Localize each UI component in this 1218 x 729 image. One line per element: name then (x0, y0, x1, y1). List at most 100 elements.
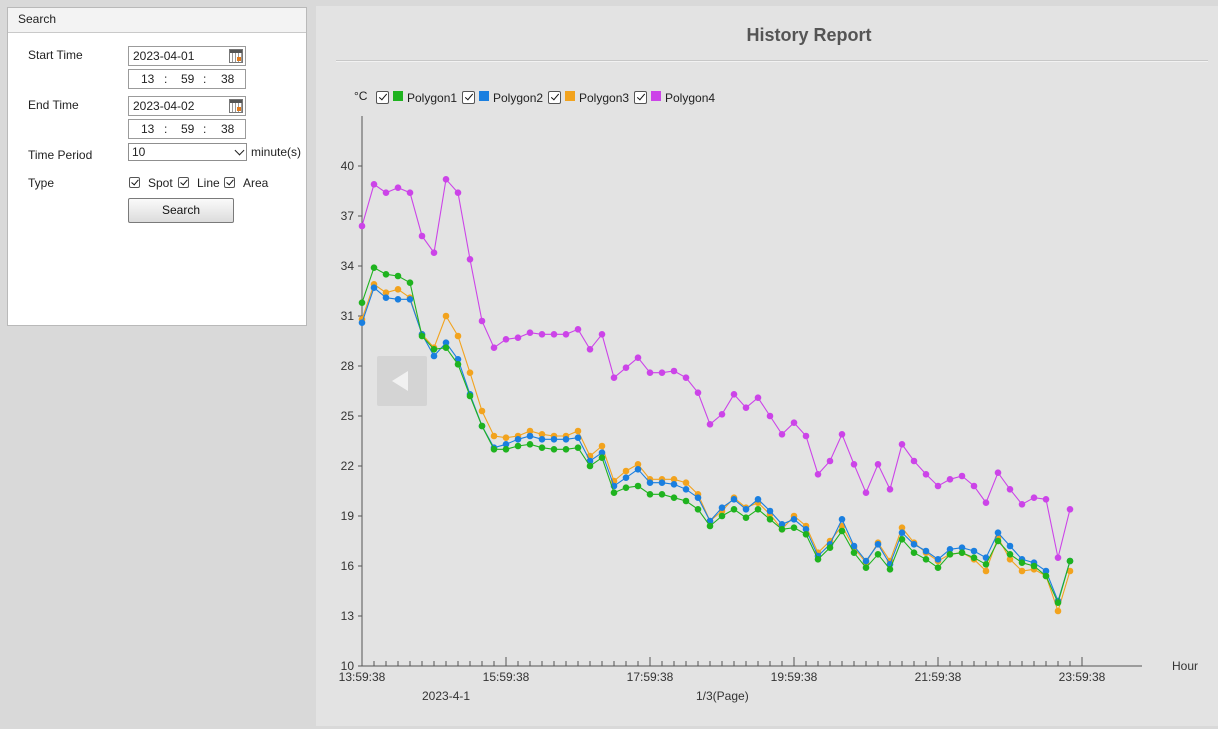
data-point (526, 427, 534, 435)
spot-checkbox[interactable] (129, 177, 140, 188)
data-point (622, 364, 630, 372)
end-date-value: 2023-04-02 (133, 99, 195, 113)
data-point (562, 331, 570, 338)
data-point (514, 442, 522, 450)
data-point (682, 479, 690, 487)
data-point (394, 286, 402, 293)
x-tick-label: 21:59:38 (915, 670, 962, 684)
data-point (1006, 542, 1014, 550)
data-point (814, 471, 822, 478)
data-point (910, 549, 918, 556)
data-point (406, 296, 414, 303)
data-point (874, 541, 882, 548)
area-checkbox[interactable] (224, 177, 235, 188)
data-point (730, 496, 738, 503)
data-point (490, 344, 498, 352)
end-second[interactable]: 38 (221, 122, 235, 136)
data-point (958, 472, 966, 480)
data-point (778, 521, 786, 528)
data-point (1030, 494, 1038, 502)
end-minute[interactable]: 59 (181, 122, 195, 136)
start-second[interactable]: 38 (221, 72, 235, 86)
data-point (874, 551, 882, 558)
data-point (442, 312, 450, 320)
data-point (778, 526, 786, 533)
polygon2-checkbox[interactable] (462, 91, 475, 104)
unit-label: °C (354, 89, 368, 103)
start-time-label: Start Time (28, 48, 83, 62)
time-separator: : (164, 72, 168, 86)
data-point (886, 486, 894, 493)
start-hour[interactable]: 13 (141, 72, 155, 86)
end-time-field[interactable]: 13 : 59 : 38 (128, 119, 246, 139)
data-point (838, 527, 846, 535)
data-point (430, 352, 438, 360)
data-point (466, 392, 474, 400)
data-point (1042, 496, 1050, 503)
data-point (574, 444, 582, 452)
data-point (538, 431, 546, 438)
start-time-field[interactable]: 13 : 59 : 38 (128, 69, 246, 89)
end-date-field[interactable]: 2023-04-02 (128, 96, 246, 116)
calendar-icon[interactable] (229, 49, 243, 63)
search-button[interactable]: Search (128, 198, 234, 223)
line-checkbox[interactable] (178, 177, 189, 188)
line-label: Line (197, 176, 220, 190)
data-point (574, 427, 582, 435)
data-point (442, 344, 450, 352)
start-date-field[interactable]: 2023-04-01 (128, 46, 246, 66)
data-point (850, 549, 858, 556)
data-point (982, 554, 990, 561)
data-point (874, 461, 882, 468)
data-point (574, 434, 582, 442)
data-point (526, 441, 534, 448)
data-point (706, 421, 714, 428)
start-minute[interactable]: 59 (181, 72, 195, 86)
type-label: Type (28, 176, 55, 190)
search-panel: Search Start Time 2023-04-01 13 : 59 : 3… (7, 7, 307, 326)
previous-page-button[interactable] (377, 356, 427, 406)
data-point (802, 526, 810, 533)
legend-label: Polygon1 (407, 91, 458, 105)
data-point (646, 479, 654, 487)
y-tick-label: 40 (341, 159, 355, 173)
time-period-label: Time Period (28, 148, 93, 162)
data-point (694, 389, 702, 397)
data-point (982, 499, 990, 507)
end-hour[interactable]: 13 (141, 122, 155, 136)
data-point (742, 506, 750, 513)
data-point (922, 547, 930, 555)
data-point (538, 444, 546, 452)
time-period-select[interactable]: 10 (128, 143, 247, 161)
data-point (970, 482, 978, 490)
polygon3-checkbox[interactable] (548, 91, 561, 104)
calendar-icon[interactable] (229, 99, 243, 113)
polygon4-checkbox[interactable] (634, 91, 647, 104)
data-point (802, 432, 810, 440)
time-separator: : (164, 122, 168, 136)
data-point (718, 512, 726, 520)
data-point (586, 462, 594, 470)
data-point (550, 446, 558, 453)
data-point (958, 544, 966, 551)
data-point (1006, 551, 1014, 558)
data-point (898, 536, 906, 543)
data-point (406, 189, 414, 196)
data-point (634, 482, 642, 490)
title-divider (336, 60, 1208, 62)
data-point (502, 336, 510, 343)
data-point (742, 514, 750, 521)
page-indicator[interactable]: 1/3(Page) (696, 689, 749, 703)
data-point (766, 412, 774, 420)
data-point (430, 249, 438, 256)
line-chart: 10 13 16 19 22 25 28 31 34 37 40 13:59:38 15:59:38 17… (339, 116, 1198, 703)
data-point (1030, 562, 1038, 570)
polygon1-checkbox[interactable] (376, 91, 389, 104)
data-point (982, 561, 990, 568)
date-label: 2023-4-1 (422, 689, 470, 703)
chart-title: History Report (746, 25, 872, 45)
data-point (394, 272, 402, 280)
data-point (418, 332, 426, 340)
data-point (634, 466, 642, 473)
data-point (502, 446, 510, 453)
